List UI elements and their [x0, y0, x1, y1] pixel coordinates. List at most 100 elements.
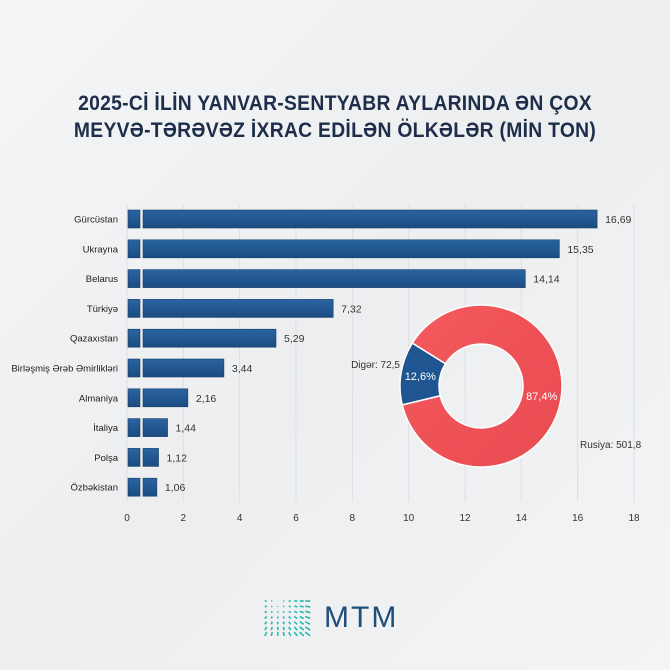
logo-dash	[270, 610, 273, 614]
logo-dash	[282, 631, 286, 637]
bar	[142, 328, 277, 348]
logo-dash	[264, 631, 268, 637]
logo-dash	[264, 610, 268, 614]
logo-dash	[264, 626, 268, 631]
bar-stub	[127, 269, 141, 288]
logo-dash	[288, 631, 292, 637]
logo-dash	[270, 605, 273, 608]
x-tick-label: 2	[181, 513, 187, 524]
bar-value-label: 16,69	[605, 214, 631, 226]
logo-dash	[288, 626, 292, 631]
logo-dash	[270, 631, 274, 637]
category-label: Ukrayna	[83, 244, 119, 255]
x-tick-label: 18	[628, 513, 640, 524]
bar-value-label: 3,44	[232, 363, 253, 375]
bar	[142, 418, 168, 437]
logo-dash	[299, 610, 305, 614]
bar-stub	[127, 388, 141, 408]
bar	[142, 388, 189, 408]
category-label: Birləşmiş Ərəb Əmirlikləri	[11, 364, 118, 375]
category-label: İtaliya	[93, 423, 119, 434]
logo-dash	[270, 616, 273, 619]
logo-dash	[288, 615, 292, 620]
logo-dash	[288, 621, 292, 625]
x-tick-label: 4	[237, 513, 243, 524]
logo-dash	[304, 615, 311, 620]
logo-dash	[293, 621, 298, 625]
logo-dash	[293, 610, 298, 614]
logo-dash	[305, 610, 311, 614]
bar-value-label: 1,12	[167, 452, 188, 464]
slice-percent-label: 12,6%	[405, 371, 436, 383]
category-label: Özbəkistan	[70, 483, 118, 494]
logo-dash	[293, 615, 298, 620]
logo-dash	[264, 615, 268, 620]
logo-dash	[270, 626, 274, 631]
logo-dash	[288, 605, 292, 608]
logo-dash	[282, 626, 286, 631]
bar	[142, 477, 158, 497]
donut-chart: 87,4% 12,6% Rusiya: 501,8 Digər: 72,5	[351, 304, 642, 468]
logo-text: MTM	[324, 601, 399, 634]
bar-value-label: 5,29	[284, 333, 305, 345]
logo-dash	[264, 605, 268, 608]
logo-dash	[305, 605, 311, 608]
slice-label-diger: Digər: 72,5	[351, 360, 400, 371]
logo-dash	[304, 620, 311, 626]
category-label: Belarus	[86, 274, 118, 285]
bar-value-label: 1,06	[165, 482, 186, 494]
bar-stub	[127, 299, 141, 318]
bar-value-label: 7,32	[341, 303, 362, 315]
bar	[142, 239, 560, 259]
logo-mark-icon	[264, 600, 311, 637]
category-label: Gürcüstan	[74, 215, 118, 226]
slice-label-rusiya: Rusiya: 501,8	[580, 440, 642, 451]
x-tick-label: 12	[459, 513, 471, 524]
bar	[142, 358, 225, 378]
bar-value-label: 15,35	[567, 244, 593, 256]
category-label: Polşa	[94, 453, 118, 464]
bar-value-label: 2,16	[196, 393, 217, 405]
donut-slice	[399, 342, 447, 406]
bar-stub	[127, 328, 141, 348]
bar-stub	[127, 448, 141, 467]
logo-dash	[282, 605, 285, 608]
x-tick-label: 0	[124, 513, 130, 524]
x-tick-label: 16	[572, 513, 584, 524]
logo-dash	[299, 631, 305, 637]
logo-dash	[304, 626, 311, 631]
logo-dash	[299, 626, 305, 631]
logo-dash	[282, 616, 285, 619]
logo-dash	[293, 626, 298, 631]
category-label: Türkiyə	[87, 304, 118, 315]
bar-stub	[127, 239, 141, 259]
logo-dash	[282, 610, 285, 614]
slice-percent-label: 87,4%	[526, 391, 557, 403]
logo-dash	[288, 610, 292, 614]
bar	[142, 269, 526, 288]
bar-stub	[127, 418, 141, 437]
logo-dash	[299, 615, 305, 620]
title-line-1: 2025-Cİ İLİN YANVAR-SENTYABR AYLARINDA Ə…	[78, 92, 592, 115]
logo-dash	[294, 605, 298, 608]
category-label: Qazaxıstan	[70, 334, 118, 345]
logo-dash	[264, 621, 268, 625]
bar	[142, 448, 159, 467]
logo-dash	[282, 621, 285, 625]
bar	[142, 299, 334, 318]
x-tick-label: 8	[350, 513, 356, 524]
x-tick-label: 10	[403, 513, 415, 524]
donut-slice	[401, 304, 563, 468]
logo-dash	[299, 605, 304, 608]
logo-dash	[293, 631, 298, 637]
bar-stub	[127, 477, 141, 497]
bar-stub	[127, 358, 141, 378]
x-tick-label: 6	[293, 513, 299, 524]
logo-dash	[299, 621, 305, 625]
chart-title: 2025-Cİ İLİN YANVAR-SENTYABR AYLARINDA Ə…	[27, 90, 643, 144]
bar-value-label: 1,44	[176, 423, 197, 435]
category-label: Almaniya	[79, 393, 119, 404]
bar	[142, 209, 598, 229]
logo-dash	[270, 621, 273, 625]
